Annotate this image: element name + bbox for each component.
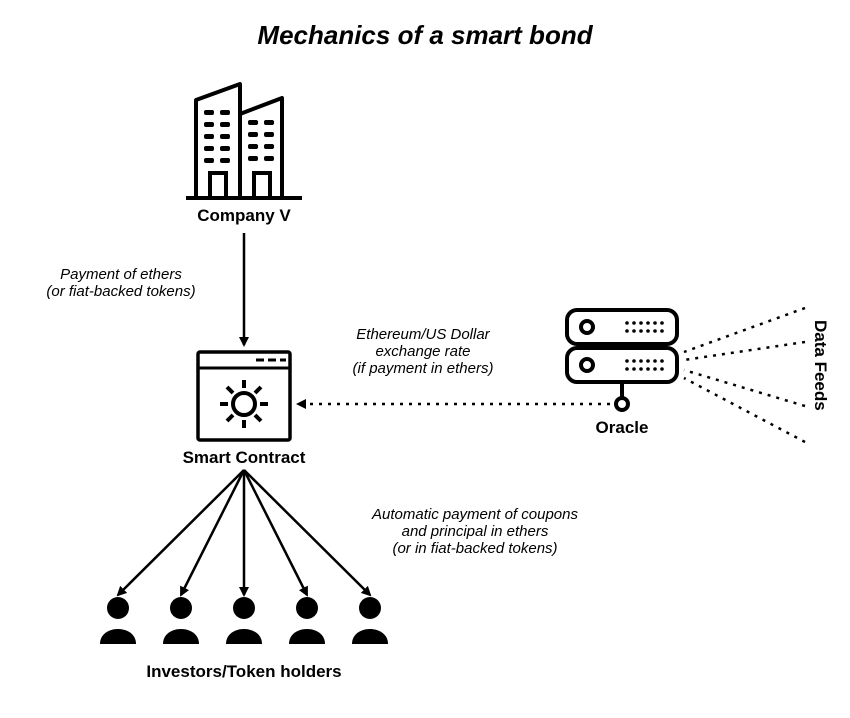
gear-window-icon	[198, 352, 290, 440]
oracle-label: Oracle	[522, 418, 722, 438]
edge-label-auto-payment: Automatic payment of coupons and princip…	[330, 506, 620, 557]
buildings-icon	[186, 84, 302, 198]
smart-contract-label: Smart Contract	[144, 448, 344, 468]
data-feeds-label: Data Feeds	[810, 320, 830, 411]
company-label: Company V	[144, 206, 344, 226]
server-icon	[567, 310, 677, 410]
investors-label: Investors/Token holders	[44, 662, 444, 682]
people-row-icon	[100, 597, 388, 644]
edge-label-payment-ethers: Payment of ethers (or fiat-backed tokens…	[16, 266, 226, 300]
edge-label-exchange-rate: Ethereum/US Dollar exchange rate (if pay…	[318, 326, 528, 377]
